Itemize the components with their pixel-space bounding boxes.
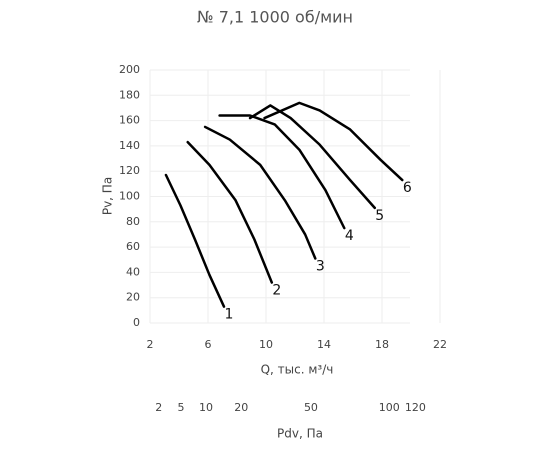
- x-tick-label: 22: [433, 338, 447, 351]
- x2-tick-label: 50: [304, 401, 318, 414]
- y-tick-label: 20: [126, 291, 140, 304]
- y-tick-label: 160: [119, 114, 140, 127]
- y-tick-label: 140: [119, 139, 140, 152]
- curve: [248, 104, 376, 210]
- y-tick-label: 60: [126, 240, 140, 253]
- y-tick-label: 180: [119, 88, 140, 101]
- x-tick-label: 10: [259, 338, 273, 351]
- x-axis-label: Q, тыс. м³/ч: [261, 363, 334, 377]
- x-tick-label: 2: [147, 338, 154, 351]
- x2-tick-label: 5: [178, 401, 185, 414]
- y-tick-label: 100: [119, 190, 140, 203]
- x2-tick-label: 120: [405, 401, 426, 414]
- y-tick-label: 120: [119, 164, 140, 177]
- y-tick-label: 80: [126, 215, 140, 228]
- y-tick-label: 40: [126, 265, 140, 278]
- x-tick-label: 18: [375, 338, 389, 351]
- curve-label: 4: [345, 228, 354, 244]
- x-tick-label: 6: [205, 338, 212, 351]
- curve: [263, 101, 404, 182]
- x2-tick-label: 10: [199, 401, 213, 414]
- curve-label: 5: [375, 208, 384, 224]
- curve-label: 3: [316, 258, 325, 274]
- x2-tick-label: 20: [234, 401, 248, 414]
- curve: [218, 114, 346, 230]
- curve-label: 2: [272, 283, 281, 299]
- y-tick-label: 0: [133, 316, 140, 329]
- curve-label: 6: [403, 180, 412, 196]
- curve: [186, 140, 274, 284]
- x2-tick-label: 100: [379, 401, 400, 414]
- x2-axis-label: Pdv, Па: [277, 427, 323, 441]
- y-tick-label: 200: [119, 63, 140, 76]
- x2-tick-label: 2: [155, 401, 162, 414]
- x-tick-label: 14: [317, 338, 331, 351]
- chart-title: № 7,1 1000 об/мин: [197, 8, 353, 27]
- y-axis-label: Pv, Па: [101, 177, 115, 215]
- curve: [164, 173, 226, 308]
- curve: [203, 125, 317, 260]
- curve-label: 1: [224, 307, 233, 323]
